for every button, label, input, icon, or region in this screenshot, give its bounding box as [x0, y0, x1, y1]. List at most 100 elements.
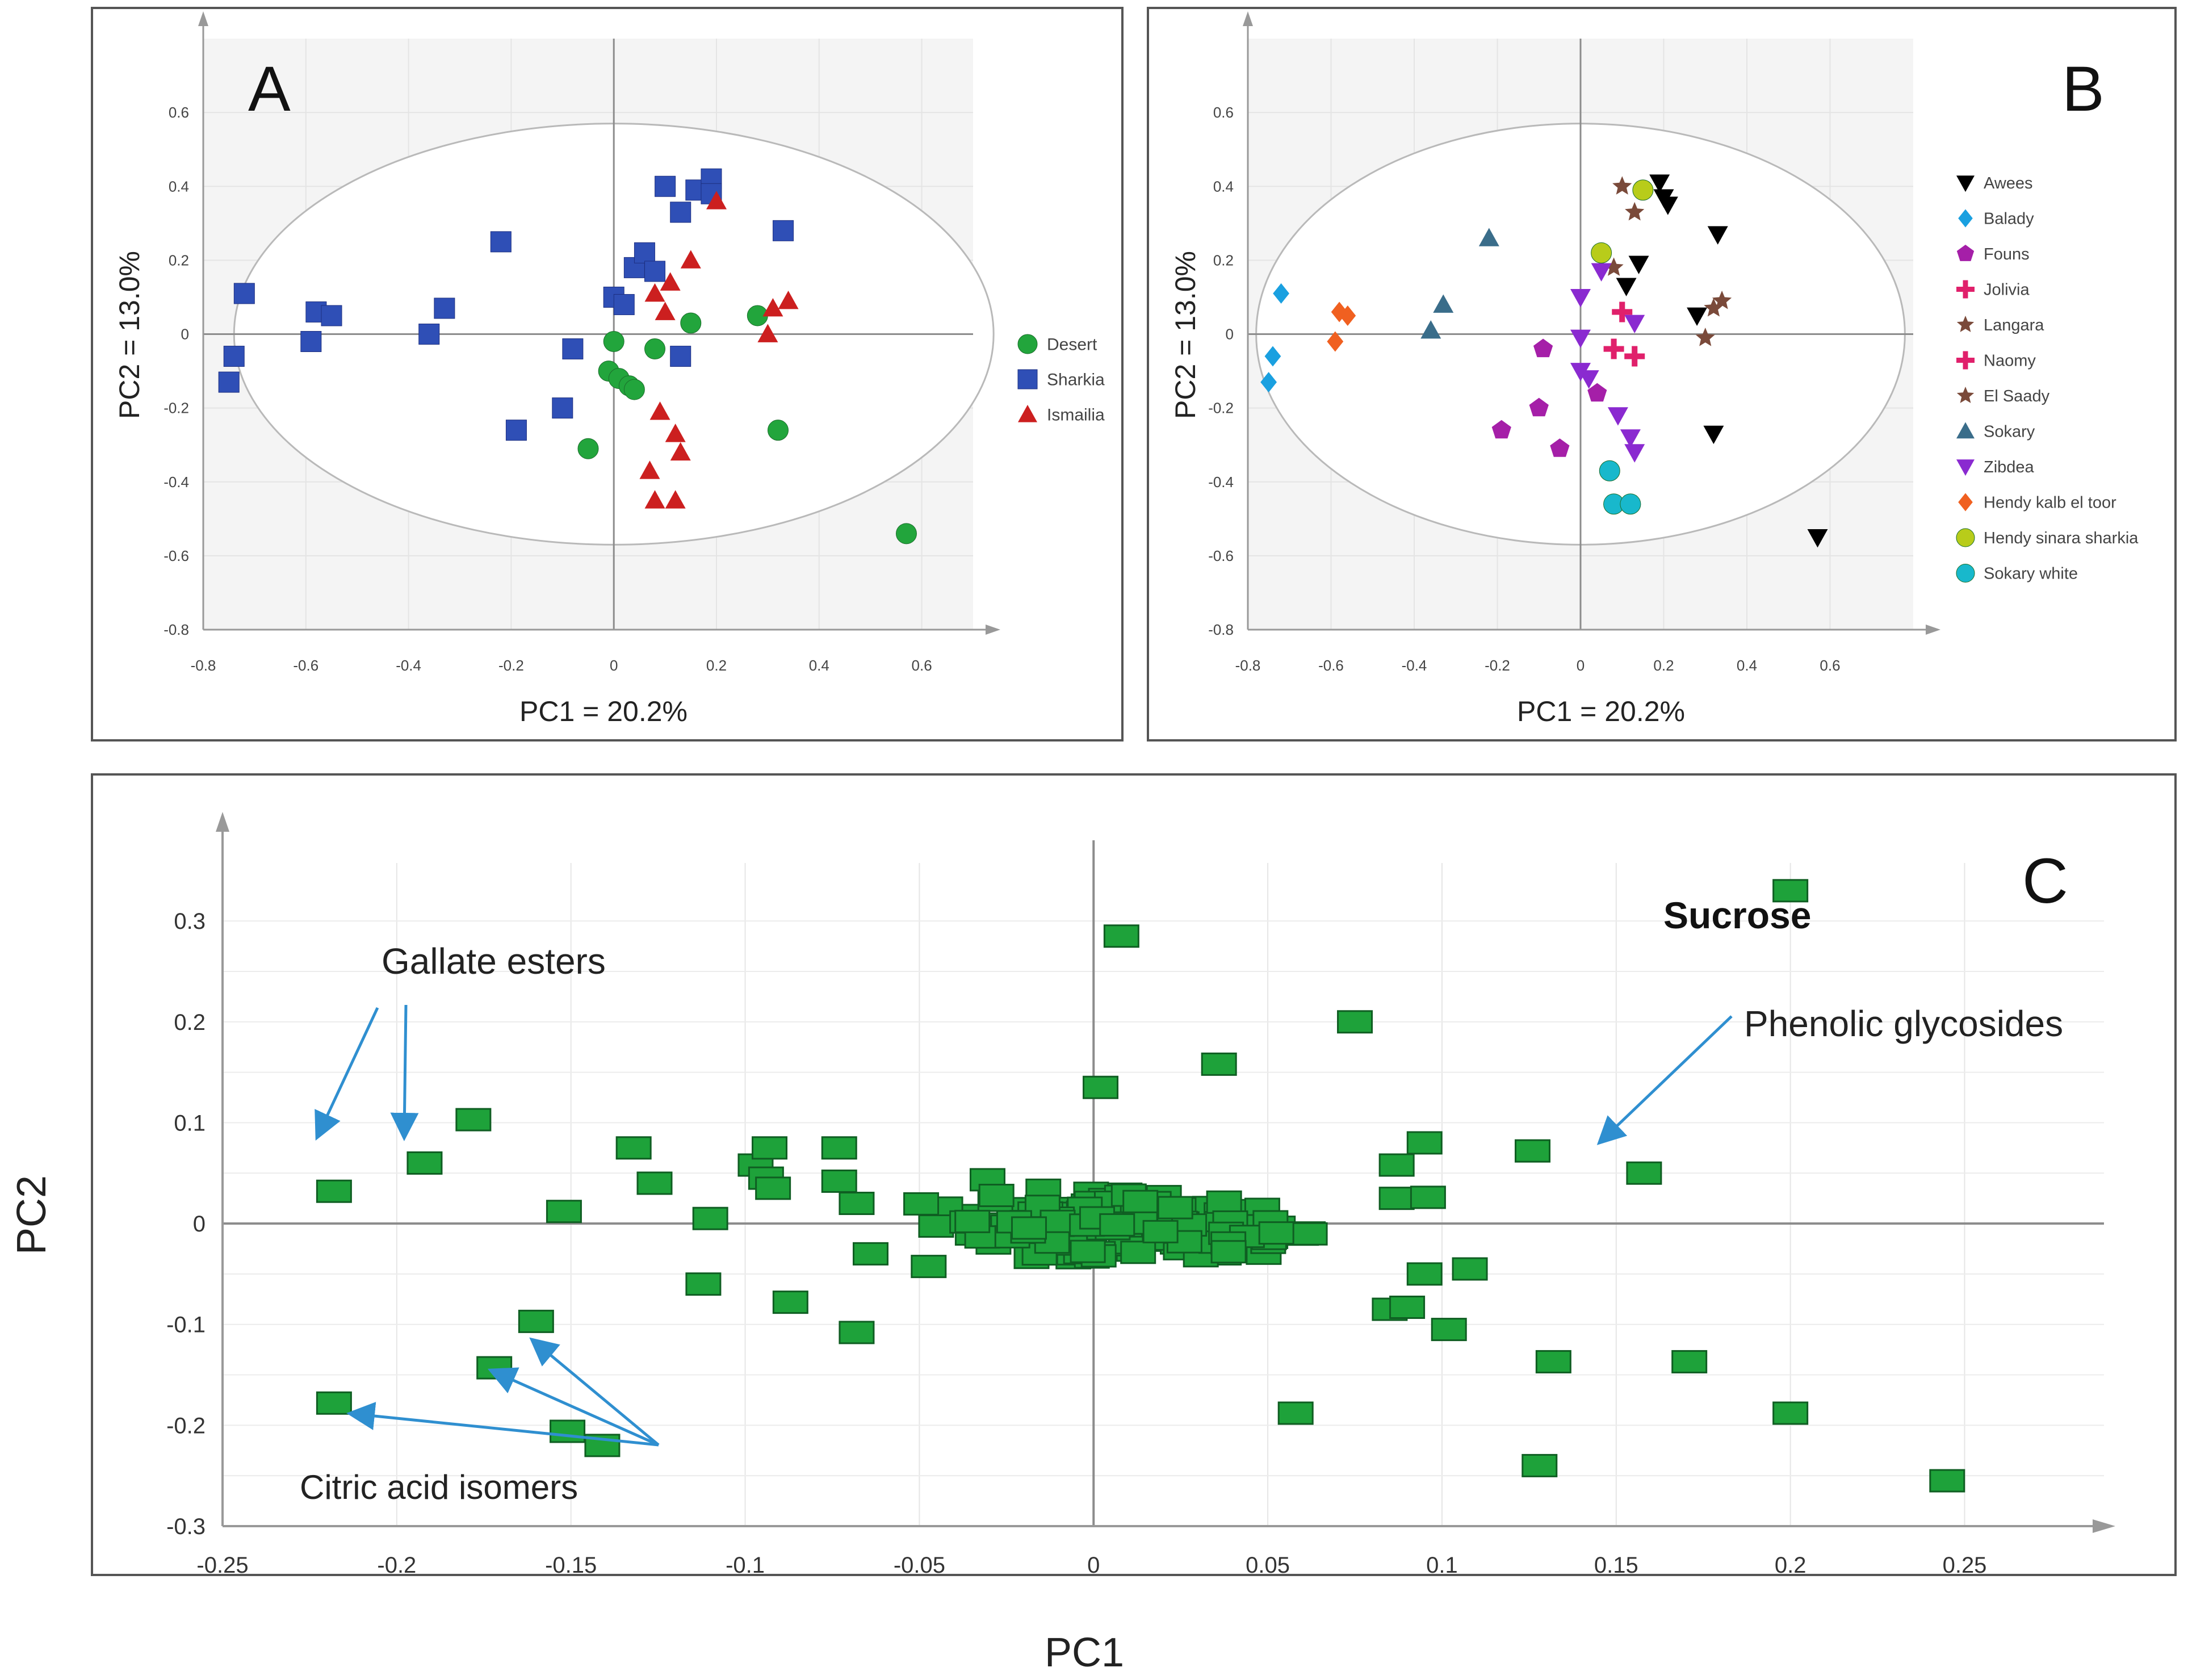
arrow-phenolic [1596, 1015, 1733, 1145]
loading-point [839, 1321, 875, 1344]
arrow-citric-3 [346, 1402, 659, 1447]
y-tick-label: 0 [1226, 326, 1234, 343]
legend-marker-founs [1956, 245, 1975, 261]
point-sharkia [218, 371, 240, 393]
loading-point [1070, 1239, 1106, 1263]
arrow-gallate-2 [390, 1004, 419, 1141]
point-sokary-white [1620, 493, 1641, 515]
point-zibdea [1570, 363, 1591, 382]
panel-b-label: B [2062, 53, 2105, 124]
x-tick-label: 0.2 [1775, 1553, 1806, 1578]
point-ismailia [649, 401, 670, 420]
point-ismailia [665, 490, 686, 509]
loading-point [615, 1136, 652, 1160]
x-tick-label: -0.25 [196, 1553, 248, 1578]
loading-point [1431, 1318, 1467, 1342]
point-desert [895, 523, 917, 544]
loading-point [1772, 1401, 1809, 1425]
legend-marker-hendy-kalb-el-toor [1958, 493, 1973, 512]
point-ismailia [660, 272, 681, 291]
point-zibdea [1607, 407, 1628, 426]
point-sharkia [613, 294, 635, 315]
legend-label-sokary-white: Sokary white [1984, 565, 2078, 583]
x-tick-label: 0.6 [912, 657, 932, 674]
loading-point [911, 1255, 947, 1279]
point-jolivia [1612, 301, 1633, 322]
loading-point [821, 1169, 857, 1193]
y-tick-label: 0.2 [1213, 252, 1234, 269]
point-jolivia [1624, 346, 1645, 367]
panel-a-label: A [248, 53, 291, 124]
loading-point [752, 1136, 788, 1160]
panel-c-frame [91, 773, 2177, 1576]
point-desert [577, 438, 599, 459]
loading-point [1258, 1221, 1294, 1245]
point-ismailia [670, 442, 691, 461]
loading-point [692, 1206, 728, 1230]
loading-point [1099, 1213, 1135, 1237]
loading-point [1210, 1240, 1247, 1264]
legend-marker-langara [1956, 316, 1975, 332]
loading-point [316, 1391, 352, 1415]
point-sharkia [670, 346, 691, 367]
y-tick-label: -0.6 [1208, 547, 1234, 564]
point-desert [767, 420, 789, 441]
point-zibdea [1620, 429, 1641, 448]
point-langara [1712, 290, 1732, 309]
point-awees [1703, 425, 1724, 445]
loading-point [1452, 1257, 1488, 1281]
loading-point [1929, 1469, 1965, 1493]
x-tick-label: 0.4 [1737, 657, 1757, 674]
y-tick-label: -0.8 [1208, 621, 1234, 638]
y-tick-label: 0 [181, 326, 189, 343]
x-tick-label: 0.4 [809, 657, 829, 674]
panel-b-xlabel: PC1 = 20.2% [1517, 696, 1685, 727]
point-awees [1687, 307, 1708, 326]
x-tick-label: 0.15 [1594, 1553, 1638, 1578]
x-tick-label: -0.8 [1235, 657, 1261, 674]
x-tick-label: -0.2 [1485, 657, 1510, 674]
loading-point [1142, 1220, 1179, 1243]
y-tick-label: 0.3 [174, 909, 206, 934]
loading-point [1122, 1189, 1159, 1213]
y-tick-label: 0.2 [169, 252, 189, 269]
loading-point [1535, 1350, 1571, 1373]
point-sharkia [670, 202, 691, 223]
panel-c: -0.25 -0.2 -0.15 -0.1 -0.05 0 0.05 0.1 0.15 0.2 0.… [166, 812, 2115, 1578]
legend-label-langara: Langara [1984, 316, 2044, 334]
x-tick-label: 0.1 [1426, 1553, 1458, 1578]
legend-marker-awees [1956, 175, 1975, 192]
point-zibdea [1624, 315, 1645, 333]
loading-point [636, 1171, 673, 1195]
y-tick-label: -0.6 [164, 547, 189, 564]
x-tick-label: 0 [610, 657, 618, 674]
y-tick-label: -0.1 [166, 1313, 206, 1338]
point-desert [680, 312, 702, 334]
point-sokary [1433, 294, 1454, 313]
loading-point [1521, 1453, 1558, 1477]
loading-point [839, 1192, 875, 1216]
y-tick-label: 0.6 [169, 104, 189, 121]
legend-marker-el-saady [1956, 387, 1975, 403]
loading-point [1515, 1139, 1551, 1163]
legend-label-desert: Desert [1047, 336, 1097, 354]
point-sharkia [223, 346, 245, 367]
legend-marker-jolivia [1956, 280, 1975, 299]
x-tick-label: -0.4 [396, 657, 421, 674]
point-balady [1260, 372, 1277, 393]
loading-point [476, 1356, 513, 1380]
loading-point [772, 1291, 808, 1314]
loading-point [1626, 1161, 1662, 1185]
loading-point [978, 1184, 1015, 1208]
point-founs [1533, 338, 1553, 358]
legend-marker-hendy-sinara-sharkia [1956, 528, 1975, 547]
point-sharkia [655, 175, 676, 197]
point-sharkia [434, 298, 455, 319]
loading-point [918, 1214, 954, 1238]
loading-point [1406, 1262, 1443, 1286]
point-ismailia [665, 424, 686, 442]
x-tick-label: 0.2 [1653, 657, 1674, 674]
point-sharkia [321, 305, 342, 326]
annotation-citric-acid-isomers: Citric acid isomers [300, 1468, 578, 1506]
y-tick-label: -0.4 [1208, 474, 1234, 491]
